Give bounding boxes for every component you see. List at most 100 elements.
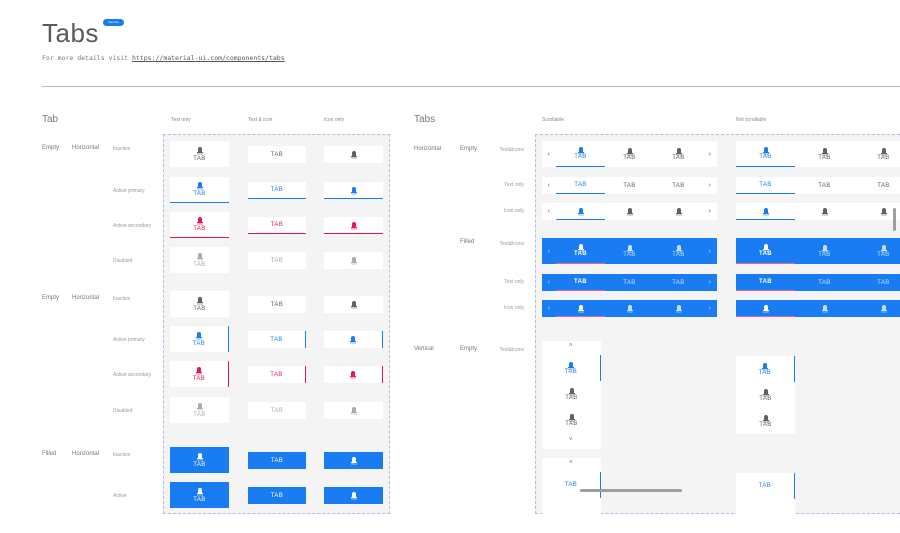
tabs-content-label: Text&Icons [499, 147, 524, 153]
tab-active[interactable]: TAB [542, 355, 601, 381]
tab[interactable] [795, 300, 854, 317]
chevron-left-icon[interactable]: ‹ [547, 150, 551, 158]
tab-active[interactable]: TAB [736, 356, 795, 382]
tab-text-active-primary[interactable]: TAB [248, 182, 306, 199]
tab[interactable]: TAB [542, 407, 601, 433]
tab-icon-active-secondary[interactable] [324, 366, 383, 383]
chevron-right-icon[interactable]: › [708, 182, 712, 189]
tab-label: TAB [270, 336, 283, 343]
tab-text-active-secondary[interactable]: TAB [248, 366, 306, 383]
tab[interactable]: TAB [605, 238, 654, 264]
column-header-not-scrollable: Not scrollable [736, 117, 767, 123]
tab-active[interactable] [556, 300, 605, 317]
tab-text-icon-active-primary[interactable]: TAB [170, 177, 229, 203]
tab-icon-inactive[interactable] [324, 452, 383, 469]
tab-label: TAB [758, 369, 772, 376]
tab[interactable]: TAB [736, 382, 795, 408]
tab[interactable]: TAB [854, 177, 900, 194]
tab[interactable]: TAB [542, 381, 601, 407]
tab[interactable]: TAB [795, 238, 854, 264]
tab-label: TAB [573, 279, 588, 285]
tab-icon-active[interactable] [324, 487, 383, 504]
tab-text-inactive[interactable]: TAB [248, 146, 306, 163]
tab[interactable] [654, 300, 703, 317]
chevron-left-icon[interactable]: ‹ [547, 305, 551, 312]
tab[interactable] [654, 203, 703, 220]
tab[interactable]: TAB [654, 274, 703, 291]
tab-active[interactable]: TAB [556, 141, 605, 167]
tab-text-icon-inactive[interactable]: TAB [170, 141, 229, 167]
tab-active[interactable]: TAB [736, 141, 795, 167]
chevron-up-icon[interactable]: ˄ [569, 343, 573, 349]
chevron-left-icon[interactable]: ‹ [547, 247, 551, 255]
tab-text-icon-inactive[interactable]: TAB [170, 291, 229, 317]
tab-active[interactable]: TAB [556, 274, 605, 291]
horizontal-scrollbar[interactable] [580, 489, 682, 492]
tab-text-active[interactable]: TAB [248, 487, 306, 504]
details-link[interactable]: https://material-ui.com/components/tabs [132, 54, 285, 62]
tab-active[interactable]: TAB [542, 472, 601, 498]
tab-label: TAB [623, 251, 636, 258]
tab-active[interactable] [556, 203, 605, 220]
chevron-up-icon[interactable]: ˄ [569, 460, 573, 466]
tab[interactable]: TAB [795, 177, 854, 194]
tab[interactable]: TAB [605, 141, 654, 167]
tab-active[interactable]: TAB [556, 177, 605, 194]
tab[interactable]: TAB [854, 238, 900, 264]
tab-text-icon-inactive[interactable]: TAB [170, 447, 229, 473]
tab[interactable]: TAB [795, 141, 854, 167]
tab-section-title: Tab [42, 114, 59, 125]
tab-active[interactable]: TAB [736, 238, 795, 264]
tab[interactable] [605, 203, 654, 220]
bell-icon [577, 147, 584, 154]
tab-icon-active-primary[interactable] [324, 182, 383, 199]
tab-active[interactable]: TAB [736, 177, 795, 194]
tab[interactable] [854, 203, 900, 220]
tab-active[interactable]: TAB [736, 274, 795, 291]
tab-active[interactable]: TAB [736, 473, 795, 499]
tab[interactable]: TAB [854, 274, 900, 291]
tab[interactable] [605, 300, 654, 317]
vertical-tabs: TAB TAB TAB [736, 356, 795, 434]
tab-text-active-secondary[interactable]: TAB [248, 217, 306, 234]
tab-icon-active-primary[interactable] [324, 331, 383, 348]
tab[interactable] [854, 300, 900, 317]
chevron-right-icon[interactable]: › [708, 279, 712, 286]
tab-label: TAB [270, 492, 284, 499]
chevron-right-icon[interactable]: › [708, 150, 712, 158]
vertical-scrollbar[interactable] [893, 208, 896, 231]
tab-text-icon-active-secondary[interactable]: TAB [170, 361, 229, 387]
tab-text-icon-active-secondary[interactable]: TAB [170, 212, 229, 238]
tab[interactable]: TAB [605, 177, 654, 194]
tab-text-inactive[interactable]: TAB [248, 452, 306, 469]
tab[interactable] [795, 203, 854, 220]
tab[interactable]: TAB [654, 141, 703, 167]
tab[interactable]: TAB [654, 177, 703, 194]
chevron-left-icon[interactable]: ‹ [547, 279, 551, 286]
chevron-right-icon[interactable]: › [708, 208, 712, 215]
tab-text-active-primary[interactable]: TAB [248, 331, 306, 348]
chevron-left-icon[interactable]: ‹ [547, 208, 551, 215]
tabs-content-label: Text&Icons [499, 241, 524, 247]
chevron-down-icon[interactable]: ˅ [569, 437, 573, 443]
tab-active[interactable] [736, 300, 795, 317]
tab-label: TAB [623, 182, 636, 189]
tab-active[interactable]: TAB [556, 238, 605, 264]
tab[interactable]: TAB [654, 238, 703, 264]
tab-text-icon-active[interactable]: TAB [170, 482, 229, 508]
tab-text-inactive[interactable]: TAB [248, 296, 306, 313]
tab-icon-inactive[interactable] [324, 296, 383, 313]
chevron-right-icon[interactable]: › [708, 305, 712, 312]
chevron-left-icon[interactable]: ‹ [547, 182, 551, 189]
tab[interactable]: TAB [854, 141, 900, 167]
tab-label: TAB [759, 395, 772, 402]
tab-text-icon-active-primary[interactable]: TAB [170, 326, 229, 352]
tab[interactable]: TAB [795, 274, 854, 291]
vertical-tabs: TAB [736, 473, 795, 533]
tab-icon-active-secondary[interactable] [324, 217, 383, 234]
chevron-right-icon[interactable]: › [708, 247, 712, 255]
tab[interactable]: TAB [736, 408, 795, 434]
tab[interactable]: TAB [605, 274, 654, 291]
tab-icon-inactive[interactable] [324, 146, 383, 163]
tab-active[interactable] [736, 203, 795, 220]
